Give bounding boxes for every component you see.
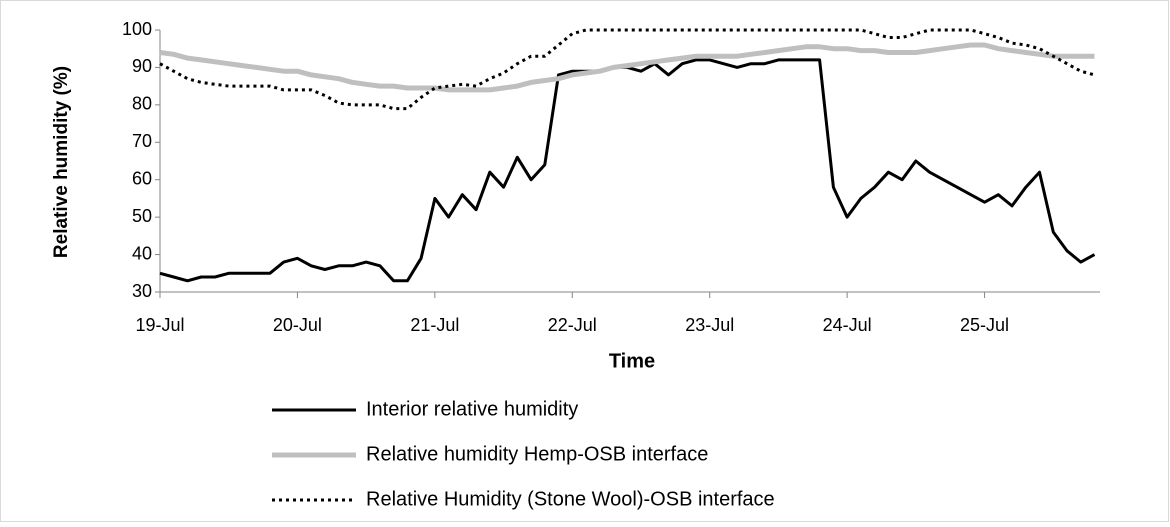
series-line <box>159 28 1095 111</box>
y-tick-label: 90 <box>132 56 152 76</box>
x-axis-label: Time <box>609 350 655 372</box>
x-tick-label: 25-Jul <box>960 315 1009 335</box>
legend-label: Interior relative humidity <box>366 398 578 420</box>
y-tick-label: 80 <box>132 94 152 114</box>
x-tick-label: 22-Jul <box>548 315 597 335</box>
y-tick-label: 60 <box>132 168 152 188</box>
x-tick-label: 21-Jul <box>410 315 459 335</box>
legend-label: Relative Humidity (Stone Wool)-OSB inter… <box>366 488 775 510</box>
legend-label: Relative humidity Hemp-OSB interface <box>366 443 708 465</box>
y-tick-label: 30 <box>132 281 152 301</box>
y-tick-label: 40 <box>132 243 152 263</box>
x-tick-label: 19-Jul <box>135 315 184 335</box>
y-axis-label: Relative humidity (%) <box>51 66 72 258</box>
y-tick-label: 50 <box>132 206 152 226</box>
x-tick-label: 20-Jul <box>273 315 322 335</box>
y-tick-label: 100 <box>122 19 152 39</box>
x-tick-label: 24-Jul <box>823 315 872 335</box>
y-tick-label: 70 <box>132 131 152 151</box>
series-line <box>159 42 1095 93</box>
x-tick-label: 23-Jul <box>685 315 734 335</box>
